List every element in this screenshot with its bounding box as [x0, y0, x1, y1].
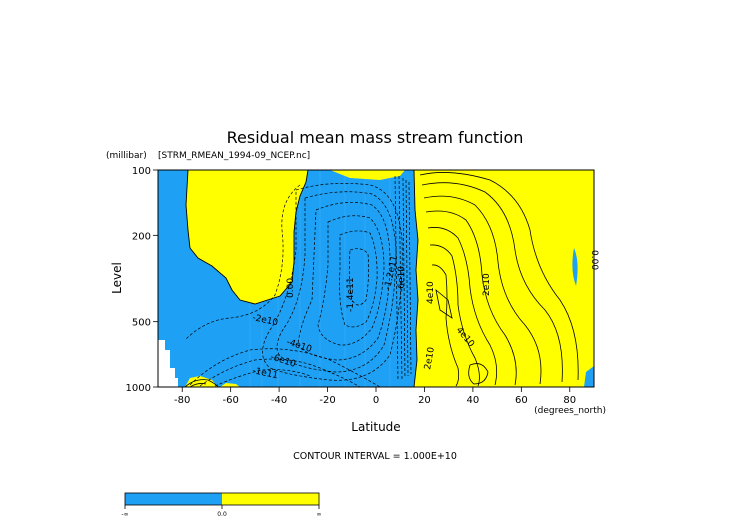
- colorbar: -∞ 0.0 ∞: [121, 492, 322, 518]
- y-axis-label: Level: [110, 262, 124, 294]
- x-tick-label: -20: [319, 395, 335, 406]
- y-tick-label: 500: [132, 318, 151, 329]
- y-tick-label: 200: [132, 231, 151, 242]
- x-tick-label: 20: [418, 395, 431, 406]
- contour-label-2e10-a: 2e10: [482, 273, 492, 296]
- x-tick-label: -40: [271, 395, 287, 406]
- colorbar-label-max: ∞: [317, 511, 322, 518]
- negative-contours: [184, 175, 412, 387]
- x-axis: -80 -60 -40 -20 0 20 40 60 80: [174, 387, 576, 406]
- colorbar-negative: [125, 493, 222, 505]
- y-axis: 100 200 500 1000: [126, 166, 158, 394]
- zero-contour: [185, 170, 419, 387]
- contour-label-zero-left: 0.00: [286, 278, 296, 298]
- colorbar-positive: [222, 493, 319, 505]
- x-tick-label: 80: [563, 395, 576, 406]
- y-units: (millibar): [106, 151, 147, 161]
- y-tick-label: 1000: [126, 383, 151, 394]
- y-tick-label: 100: [132, 166, 151, 177]
- chart-subtitle: [STRM_RMEAN_1994-09_NCEP.nc]: [158, 151, 310, 161]
- positive-contours: [184, 172, 579, 387]
- colorbar-label-zero: 0.0: [217, 511, 227, 518]
- colorbar-label-min: -∞: [121, 511, 128, 518]
- contour-label-4e10-a: 4e10: [426, 281, 436, 304]
- x-tick-label: 60: [515, 395, 528, 406]
- contour-interval-note: CONTOUR INTERVAL = 1.000E+10: [293, 451, 457, 462]
- x-tick-label: 0: [373, 395, 379, 406]
- contour-label-m6e10-b: -6e10: [397, 266, 407, 292]
- positive-region-upper-left: [186, 170, 308, 304]
- x-units: (degrees_north): [534, 406, 606, 416]
- x-tick-label: 40: [467, 395, 480, 406]
- contour-label-m1-4e11: -1.4e11: [346, 277, 356, 312]
- contour-label-2e10-b: 2e10: [423, 346, 437, 370]
- contour-fill: [158, 170, 594, 387]
- x-tick-label: -80: [174, 395, 190, 406]
- x-tick-label: -60: [222, 395, 238, 406]
- chart-title: Residual mean mass stream function: [227, 128, 524, 147]
- x-axis-label: Latitude: [351, 420, 400, 434]
- positive-region-right: [414, 170, 594, 387]
